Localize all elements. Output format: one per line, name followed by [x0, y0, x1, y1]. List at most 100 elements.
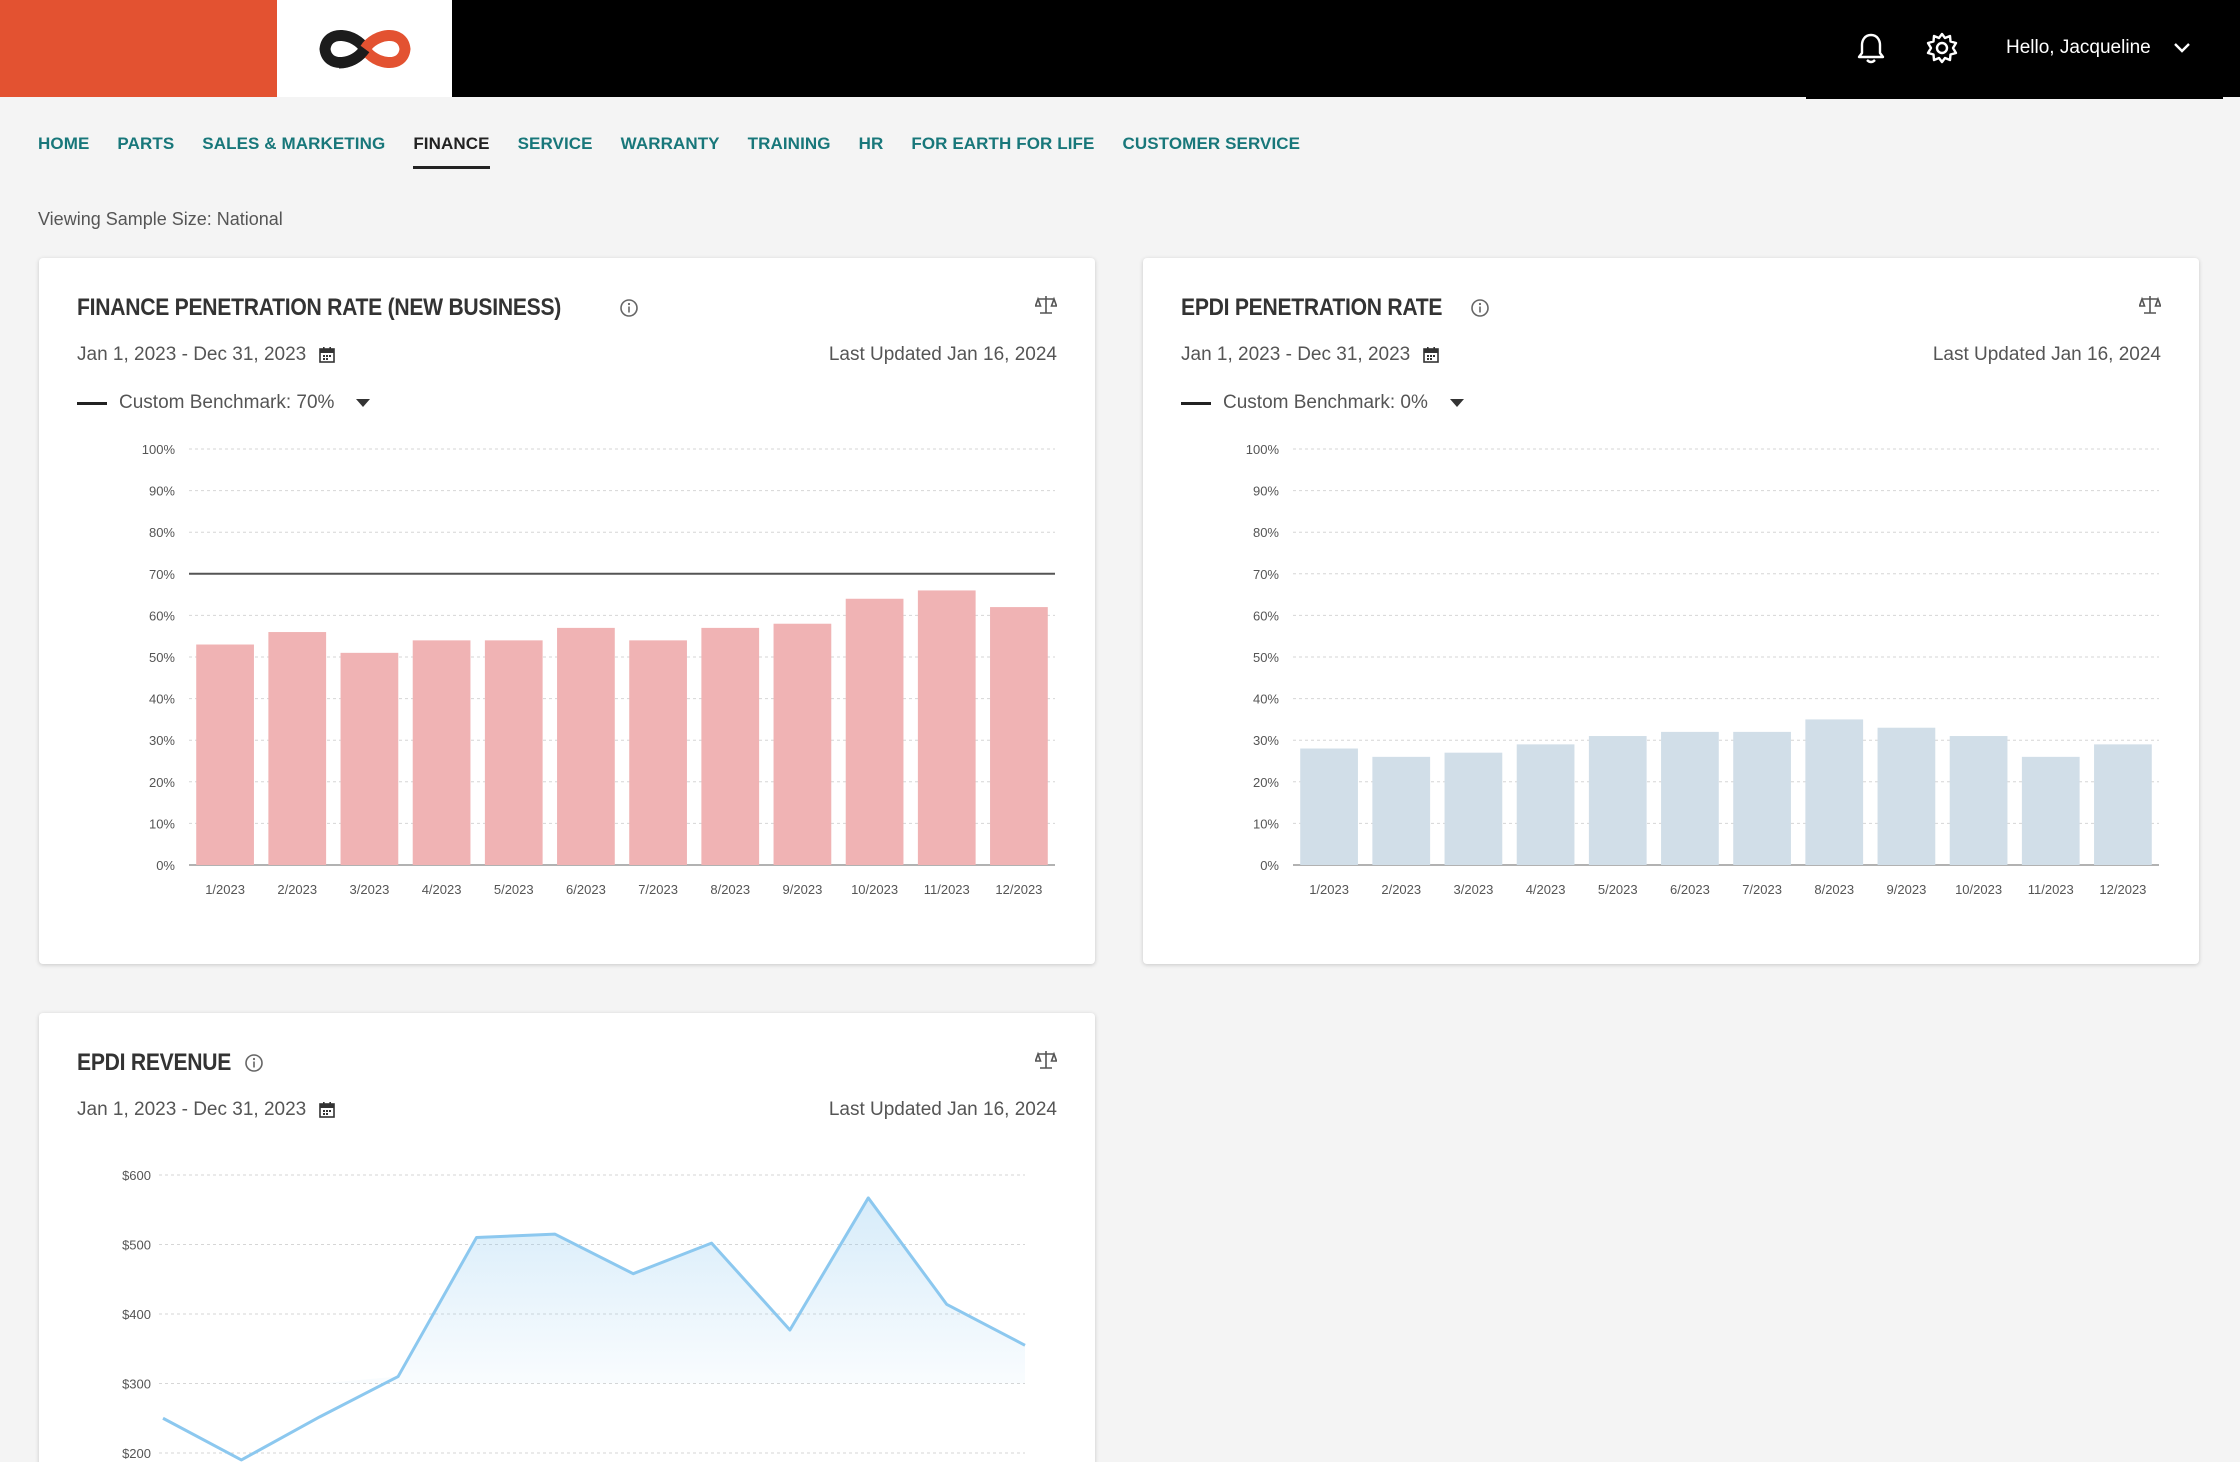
date-range-text: Jan 1, 2023 - Dec 31, 2023 [77, 344, 307, 365]
benchmark-line-legend [1181, 401, 1211, 405]
date-range-picker[interactable]: Jan 1, 2023 - Dec 31, 2023 [1181, 344, 1440, 366]
y-tick-label: 0% [156, 858, 175, 873]
y-tick-label: 80% [149, 525, 175, 540]
x-tick-label: 9/2023 [783, 882, 823, 897]
user-menu[interactable]: Hello, Jacqueline [2006, 30, 2191, 66]
brand-stripe [0, 0, 277, 97]
y-tick-label: 30% [1253, 733, 1279, 748]
bar [1300, 748, 1358, 865]
finance-penetration-card: FINANCE PENETRATION RATE (NEW BUSINESS) … [39, 258, 1095, 964]
epdi-penetration-card: EPDI PENETRATION RATE Jan 1, 2023 - Dec … [1143, 258, 2199, 964]
nav-hr[interactable]: HR [858, 134, 884, 153]
nav-customer-service[interactable]: CUSTOMER SERVICE [1122, 134, 1301, 153]
card-header: EPDI REVENUE [77, 1049, 264, 1077]
bar [1661, 731, 1719, 865]
nav-service[interactable]: SERVICE [517, 134, 593, 153]
bar [701, 627, 760, 865]
date-range-text: Jan 1, 2023 - Dec 31, 2023 [1181, 344, 1411, 365]
calendar-icon [1423, 347, 1440, 363]
caret-down-icon [356, 399, 371, 407]
bar [629, 640, 687, 865]
y-tick-label: 20% [149, 775, 175, 790]
y-tick-label: 0% [1260, 858, 1279, 873]
y-tick-label: $300 [122, 1377, 151, 1392]
y-tick-label: 10% [1253, 816, 1279, 831]
nav-finance[interactable]: FINANCE [413, 134, 490, 169]
info-icon[interactable] [619, 298, 639, 318]
card-header: FINANCE PENETRATION RATE (NEW BUSINESS) [77, 294, 639, 322]
settings-button[interactable] [1922, 28, 1962, 68]
nav-for-earth-for-life[interactable]: FOR EARTH FOR LIFE [911, 134, 1095, 153]
bar [1516, 744, 1575, 865]
nav-parts[interactable]: PARTS [117, 134, 175, 153]
benchmark-dropdown[interactable]: Custom Benchmark: 0% [1181, 392, 1464, 414]
y-tick-label: 80% [1253, 525, 1279, 540]
x-tick-label: 12/2023 [2099, 882, 2146, 897]
main-nav: HOME PARTS SALES & MARKETING FINANCE SER… [38, 134, 1300, 169]
bar [412, 640, 471, 865]
user-greeting: Hello, Jacqueline [2006, 37, 2151, 58]
date-range-text: Jan 1, 2023 - Dec 31, 2023 [77, 1099, 307, 1120]
x-tick-label: 8/2023 [1814, 882, 1854, 897]
y-tick-label: $500 [122, 1238, 151, 1253]
last-updated: Last Updated Jan 16, 2024 [1932, 344, 2161, 365]
balance-scale-icon[interactable] [2139, 294, 2161, 316]
nav-sales-marketing[interactable]: SALES & MARKETING [202, 134, 386, 153]
benchmark-line-legend [77, 401, 107, 405]
nav-warranty[interactable]: WARRANTY [620, 134, 720, 153]
bar [845, 598, 904, 865]
y-tick-label: 100% [142, 442, 176, 457]
card-title: FINANCE PENETRATION RATE (NEW BUSINESS) [77, 294, 562, 321]
x-tick-label: 1/2023 [1309, 882, 1349, 897]
bar [196, 644, 254, 865]
x-tick-label: 12/2023 [995, 882, 1042, 897]
date-range-picker[interactable]: Jan 1, 2023 - Dec 31, 2023 [77, 1099, 336, 1121]
x-tick-label: 5/2023 [1598, 882, 1638, 897]
x-tick-label: 7/2023 [1742, 882, 1782, 897]
y-tick-label: $200 [122, 1446, 151, 1461]
date-range-picker[interactable]: Jan 1, 2023 - Dec 31, 2023 [77, 344, 336, 366]
finance-penetration-chart: 0% 10% 20% 30% 40% 50% 60% 70% 80% 90% 100% 1/2023 2… [142, 442, 1055, 897]
y-tick-label: 60% [149, 608, 175, 623]
notifications-button[interactable] [1851, 28, 1891, 68]
sample-size-label: Viewing Sample Size: National [38, 209, 283, 229]
caret-down-icon [1449, 399, 1464, 407]
x-tick-label: 9/2023 [1887, 882, 1927, 897]
x-tick-label: 11/2023 [924, 882, 970, 897]
bar [1949, 736, 2008, 865]
y-tick-label: 60% [1253, 608, 1279, 623]
balance-scale-icon[interactable] [1035, 1049, 1057, 1071]
last-updated: Last Updated Jan 16, 2024 [828, 344, 1057, 365]
card-title: EPDI REVENUE [77, 1049, 232, 1076]
home-logo-link[interactable] [277, 0, 452, 97]
epdi-revenue-chart: $200 $300 $400 $500 $600 [122, 1168, 1026, 1462]
epdi-revenue-card: EPDI REVENUE Jan 1, 2023 - Dec 31, 2023 … [39, 1013, 1095, 1462]
balance-scale-icon[interactable] [1035, 294, 1057, 316]
y-tick-label: 90% [1253, 484, 1279, 499]
benchmark-label: Custom Benchmark: 70% [119, 392, 335, 413]
info-icon[interactable] [1470, 298, 1490, 318]
y-tick-label: 70% [149, 567, 175, 582]
header-divider [1806, 96, 2223, 99]
nav-training[interactable]: TRAINING [747, 134, 831, 153]
y-tick-label: 50% [1253, 650, 1279, 665]
calendar-icon [319, 1102, 336, 1118]
y-tick-label: 10% [149, 816, 175, 831]
revenue-line [162, 1196, 1026, 1462]
info-icon[interactable] [244, 1053, 264, 1073]
bar [340, 652, 399, 865]
last-updated: Last Updated Jan 16, 2024 [828, 1099, 1057, 1120]
x-tick-label: 7/2023 [638, 882, 678, 897]
nav-home[interactable]: HOME [38, 134, 90, 153]
benchmark-label: Custom Benchmark: 0% [1223, 392, 1428, 413]
x-tick-label: 10/2023 [1955, 882, 2002, 897]
card-header: EPDI PENETRATION RATE [1181, 294, 1490, 322]
calendar-icon [319, 347, 336, 363]
bar [1588, 736, 1647, 865]
benchmark-dropdown[interactable]: Custom Benchmark: 70% [77, 392, 371, 414]
x-tick-label: 2/2023 [1381, 882, 1421, 897]
gear-icon [1926, 32, 1958, 64]
y-tick-label: 30% [149, 733, 175, 748]
x-tick-label: 2/2023 [277, 882, 317, 897]
chevron-down-icon [2173, 43, 2190, 53]
